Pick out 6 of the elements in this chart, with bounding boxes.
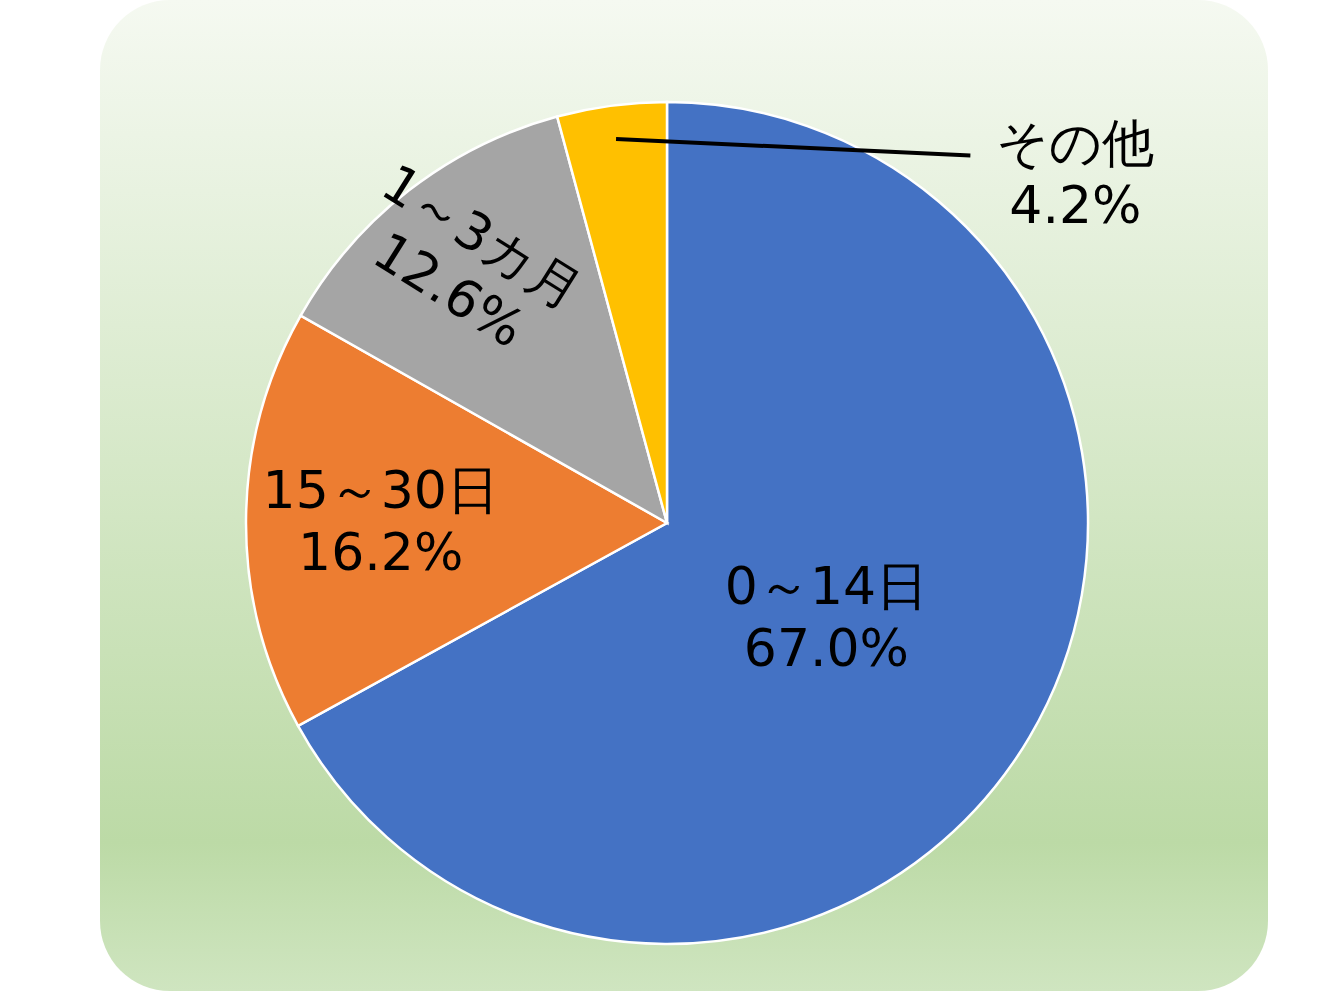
data-label: 4.2%	[1009, 174, 1142, 235]
slice-label: 15～30日	[262, 460, 499, 521]
slice-label: その他	[996, 112, 1155, 173]
slice-label: 0～14日	[724, 556, 929, 617]
data-label: 67.0%	[743, 618, 910, 679]
data-label: 16.2%	[298, 522, 464, 583]
